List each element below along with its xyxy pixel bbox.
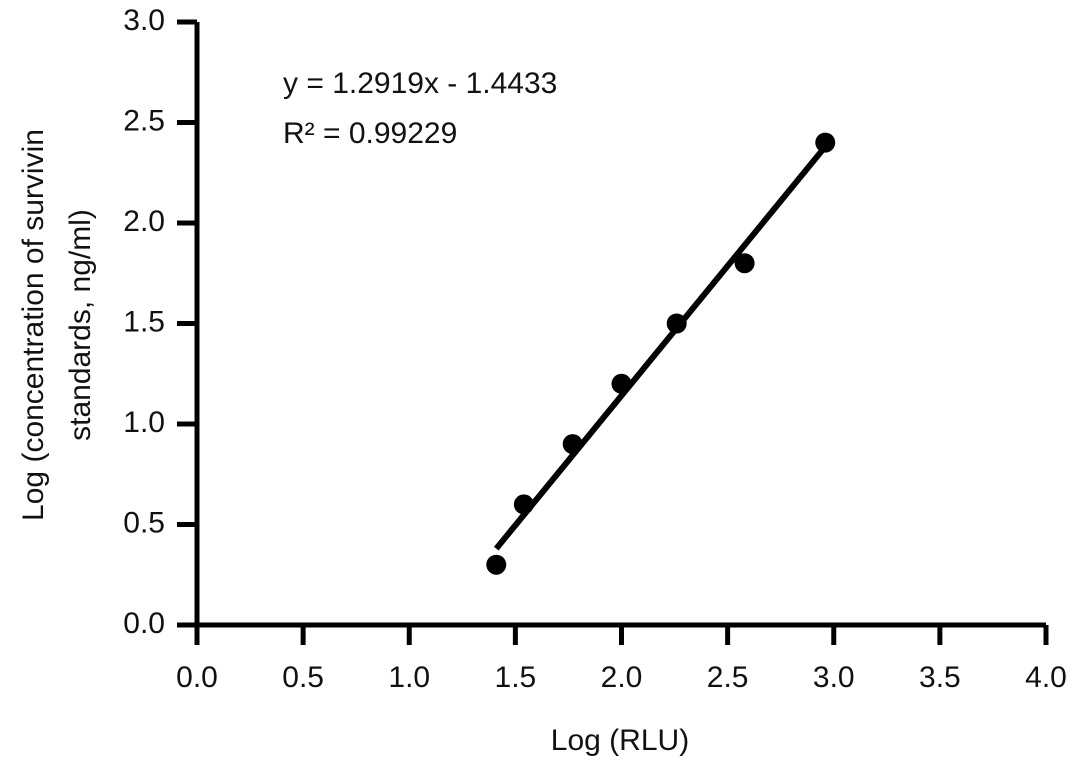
y-tick-label: 2.0: [123, 205, 165, 238]
x-tick-label: 2.0: [601, 661, 643, 694]
x-tick-label: 0.0: [176, 661, 218, 694]
point: [734, 253, 755, 274]
y-tick-label: 0.0: [123, 607, 165, 640]
y-tick-label: 1.0: [123, 406, 165, 439]
x-axis-label: Log (RLU): [551, 724, 689, 757]
x-tick-label: 1.0: [388, 661, 430, 694]
x-tick-label: 1.5: [495, 661, 537, 694]
annotation: y = 1.2919x - 1.4433: [283, 67, 557, 100]
x-tick-label: 2.5: [707, 661, 749, 694]
x-tick-label: 4.0: [1025, 661, 1067, 694]
y-tick-label: 0.5: [123, 506, 165, 539]
y-tick-label: 1.5: [123, 305, 165, 338]
point: [486, 554, 507, 575]
x-tick-label: 3.0: [813, 661, 855, 694]
point: [815, 132, 836, 153]
y-tick-label: 2.5: [123, 104, 165, 137]
y-axis-label: Log (concentration of survivin: [17, 129, 50, 521]
annotation: R² = 0.99229: [283, 117, 457, 150]
fit-line: [493, 144, 828, 551]
x-tick-label: 3.5: [919, 661, 961, 694]
x-tick-label: 0.5: [282, 661, 324, 694]
y-tick-label: 3.0: [123, 4, 165, 37]
y-axis-label: standards, ng/ml): [64, 209, 97, 441]
